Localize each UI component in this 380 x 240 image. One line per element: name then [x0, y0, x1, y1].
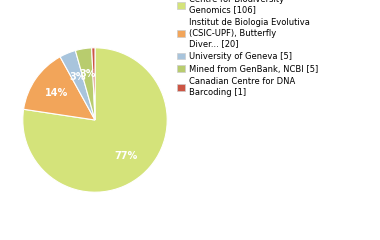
Text: 14%: 14%: [45, 88, 68, 98]
Text: 3%: 3%: [69, 72, 86, 82]
Text: 3%: 3%: [79, 69, 96, 79]
Wedge shape: [24, 57, 95, 120]
Wedge shape: [23, 48, 167, 192]
Wedge shape: [60, 50, 95, 120]
Wedge shape: [92, 48, 95, 120]
Wedge shape: [75, 48, 95, 120]
Text: 77%: 77%: [114, 150, 137, 161]
Legend: Centre for Biodiversity
Genomics [106], Institut de Biologia Evolutiva
(CSIC-UPF: Centre for Biodiversity Genomics [106], …: [176, 0, 318, 97]
